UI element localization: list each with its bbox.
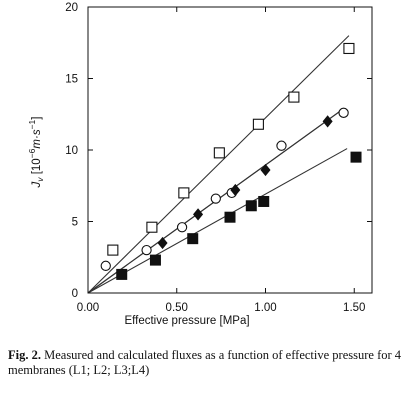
data-point-filled-square	[187, 233, 199, 245]
y-tick-label: 5	[72, 217, 78, 229]
data-point-open-circle	[141, 244, 152, 256]
x-axis-title: Effective pressure [MPa]	[124, 315, 249, 327]
y-tick-label: 10	[65, 145, 78, 157]
y-axis-title: Jv [10−6m·s−1]	[27, 117, 45, 189]
data-point-open-circle	[210, 193, 221, 204]
data-point-filled-square	[116, 268, 128, 280]
data-point-open-square	[213, 147, 225, 159]
data-point-filled-square	[258, 195, 270, 207]
data-point-open-circle	[338, 107, 349, 118]
y-axis-title-exponent: −6	[27, 148, 37, 158]
x-tick-label: 0.50	[166, 302, 188, 314]
data-point-filled-square	[149, 254, 161, 266]
data-point-open-square	[252, 118, 264, 130]
data-point-open-square	[146, 221, 158, 233]
chart-axes	[87, 6, 373, 294]
data-point-filled-square	[224, 211, 236, 223]
y-axis-title-close: ]	[31, 117, 43, 120]
data-point-filled-diamond	[193, 208, 204, 221]
data-point-filled-diamond	[260, 163, 271, 177]
fit-line-1	[87, 35, 350, 294]
data-point-open-circle	[100, 260, 111, 271]
data-points	[100, 42, 362, 280]
y-tick-label: 15	[65, 74, 78, 86]
data-point-filled-diamond	[322, 115, 333, 128]
x-tick-label: 0.00	[77, 302, 99, 314]
y-axis-title-symbol: J	[31, 181, 43, 188]
y-axis-title-bracket: [10	[31, 158, 43, 177]
data-point-open-circle	[276, 140, 287, 151]
x-tick-label: 1.50	[343, 302, 365, 314]
y-tick-label: 20	[65, 2, 78, 14]
plot-frame	[87, 6, 373, 294]
figure-caption: Fig. 2. Measured and calculated fluxes a…	[8, 348, 412, 378]
data-point-filled-diamond	[230, 183, 241, 197]
fit-line-4	[87, 148, 348, 294]
data-point-filled-square	[245, 200, 257, 212]
y-ticks: 0 5 10 15 20	[65, 2, 372, 300]
caption-figure-label: Fig. 2.	[8, 348, 41, 362]
x-tick-label: 1.00	[254, 302, 276, 314]
data-point-open-square	[288, 91, 300, 103]
data-point-open-square	[178, 187, 190, 199]
y-axis-title-subscript: v	[35, 177, 45, 182]
fit-lines	[87, 35, 350, 294]
y-axis-title-unit: m·s	[31, 129, 43, 148]
caption-text: Measured and calculated fluxes as a func…	[8, 348, 402, 377]
data-point-open-square	[107, 244, 119, 256]
flux-scatter-chart: 0.00 0.50 1.00 1.50 0 5 10 15 20 Effective pres…	[27, 2, 373, 327]
data-point-open-circle	[176, 222, 188, 233]
data-point-filled-square	[350, 151, 362, 163]
x-ticks: 0.00 0.50 1.00 1.50	[77, 7, 365, 314]
y-axis-title-unit-exponent: −1	[27, 119, 37, 129]
data-point-open-square	[343, 42, 355, 55]
y-tick-label: 0	[72, 288, 78, 300]
data-point-filled-diamond	[157, 236, 168, 250]
